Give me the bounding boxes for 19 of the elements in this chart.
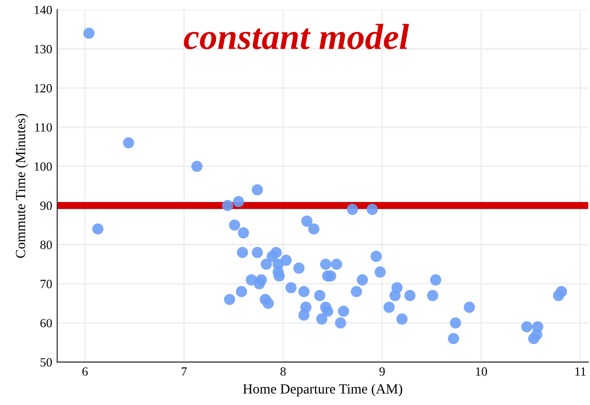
y-tick-label: 120 — [34, 84, 52, 92]
y-tick-label: 60 — [40, 318, 52, 328]
y-tick-label: 70 — [40, 280, 52, 288]
x-axis-title: Home Departure Time (AM) — [243, 384, 402, 396]
y-tick-label: 90 — [40, 201, 52, 210]
y-tick-label: 110 — [35, 123, 52, 132]
y-tick-label: 130 — [34, 44, 52, 54]
x-tick-label: 9 — [379, 367, 385, 376]
x-tick-label: 7 — [182, 367, 187, 376]
x-tick-label: 10 — [476, 367, 488, 376]
y-axis-title: Commute Time (Minutes) — [15, 114, 28, 258]
y-tick-label: 100 — [34, 162, 52, 171]
x-tick-label: 8 — [280, 367, 286, 376]
y-tick-label: 50 — [40, 358, 52, 367]
y-tick-label: 140 — [34, 6, 52, 14]
y-tick-label: 80 — [40, 240, 52, 250]
x-tick-label: 6 — [82, 367, 88, 376]
x-tick-label: 11 — [575, 367, 586, 376]
annotation: constant model — [184, 24, 409, 50]
